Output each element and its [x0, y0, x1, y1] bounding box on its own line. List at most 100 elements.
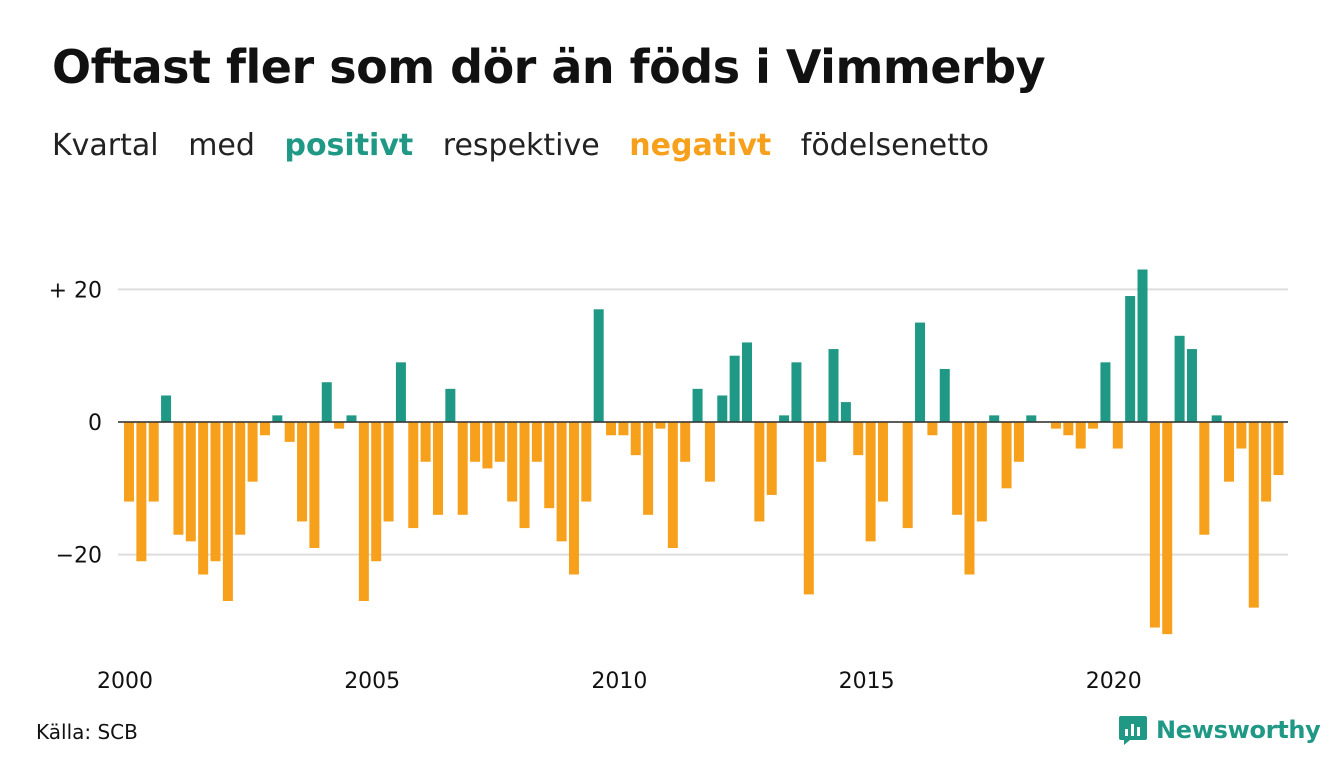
bar	[779, 415, 790, 422]
bar	[1137, 269, 1148, 422]
subtitle-word: med	[188, 128, 255, 163]
chart-subtitle: Kvartal med positivt respektive negativt…	[52, 128, 1009, 163]
bar	[222, 422, 233, 602]
bar	[507, 422, 518, 502]
bar	[692, 388, 703, 422]
bar	[1236, 422, 1247, 449]
bar	[989, 415, 1000, 422]
bar	[247, 422, 258, 482]
bar	[198, 422, 209, 575]
bar	[1026, 415, 1037, 422]
bar	[1211, 415, 1222, 422]
brand-logo: Newsworthy	[1118, 714, 1321, 746]
bar	[1273, 422, 1284, 476]
bar	[408, 422, 419, 529]
bar	[309, 422, 320, 548]
x-tick-label: 2015	[839, 669, 895, 694]
bar	[581, 422, 592, 502]
bar	[395, 362, 406, 422]
bar	[803, 422, 814, 595]
bar	[346, 415, 357, 422]
bar	[606, 422, 617, 436]
bar	[470, 422, 481, 462]
bar	[816, 422, 827, 462]
x-tick-label: 2005	[344, 669, 400, 694]
bar	[1125, 296, 1136, 422]
bar	[272, 415, 283, 422]
x-tick-label: 2000	[97, 669, 153, 694]
bar	[766, 422, 777, 495]
bar	[531, 422, 542, 462]
bar	[840, 402, 851, 422]
bar	[173, 422, 184, 535]
newsworthy-logo-icon	[1119, 716, 1147, 745]
bar	[148, 422, 159, 502]
bar	[915, 322, 926, 422]
subtitle-word: födelsenetto	[800, 128, 989, 163]
bar	[1149, 422, 1160, 628]
bar	[161, 395, 172, 422]
bar	[902, 422, 913, 529]
bar	[952, 422, 963, 515]
bar	[371, 422, 382, 562]
bar	[383, 422, 394, 522]
bar	[185, 422, 196, 542]
bar	[433, 422, 443, 515]
bar	[643, 422, 654, 515]
bar	[1162, 422, 1173, 635]
bar	[519, 422, 530, 529]
bar	[927, 422, 938, 436]
bar	[865, 422, 876, 542]
bar	[544, 422, 555, 509]
y-tick-label: −20	[56, 544, 102, 569]
bar	[630, 422, 641, 456]
bar	[742, 342, 752, 422]
bar	[964, 422, 975, 575]
bar	[618, 422, 629, 436]
bar	[321, 382, 332, 422]
bar	[593, 309, 604, 422]
source-note: Källa: SCB	[36, 720, 138, 744]
bar	[210, 422, 221, 562]
bar	[1224, 422, 1235, 482]
bar	[976, 422, 987, 522]
bar	[568, 422, 579, 575]
bar	[1248, 422, 1259, 608]
bar	[1063, 422, 1074, 436]
bar	[754, 422, 765, 522]
bar	[1174, 335, 1185, 422]
bar	[729, 355, 740, 422]
bar	[482, 422, 493, 469]
bar	[420, 422, 431, 462]
x-tick-label: 2020	[1086, 669, 1142, 694]
bar	[124, 422, 134, 502]
bar	[1075, 422, 1086, 449]
bar	[791, 362, 802, 422]
bar	[939, 368, 950, 422]
bar	[334, 422, 345, 429]
chart-title: Oftast fler som dör än föds i Vimmerby	[52, 40, 1046, 94]
bar	[655, 422, 666, 429]
subtitle-positive-label: positivt	[284, 128, 414, 163]
bar	[1088, 422, 1099, 429]
bar	[717, 395, 728, 422]
x-tick-label: 2010	[591, 669, 647, 694]
bar	[1100, 362, 1111, 422]
bar	[556, 422, 567, 542]
bar	[358, 422, 369, 602]
bar	[877, 422, 888, 502]
bar	[445, 388, 456, 422]
bar	[1001, 422, 1012, 489]
bar	[667, 422, 678, 548]
bar	[1199, 422, 1210, 535]
bar	[1112, 422, 1123, 449]
bar	[457, 422, 468, 515]
bar	[853, 422, 864, 456]
bar	[494, 422, 505, 462]
brand-name: Newsworthy	[1156, 716, 1321, 744]
bar	[1261, 422, 1272, 502]
y-tick-label: + 20	[49, 278, 102, 303]
bar	[297, 422, 308, 522]
